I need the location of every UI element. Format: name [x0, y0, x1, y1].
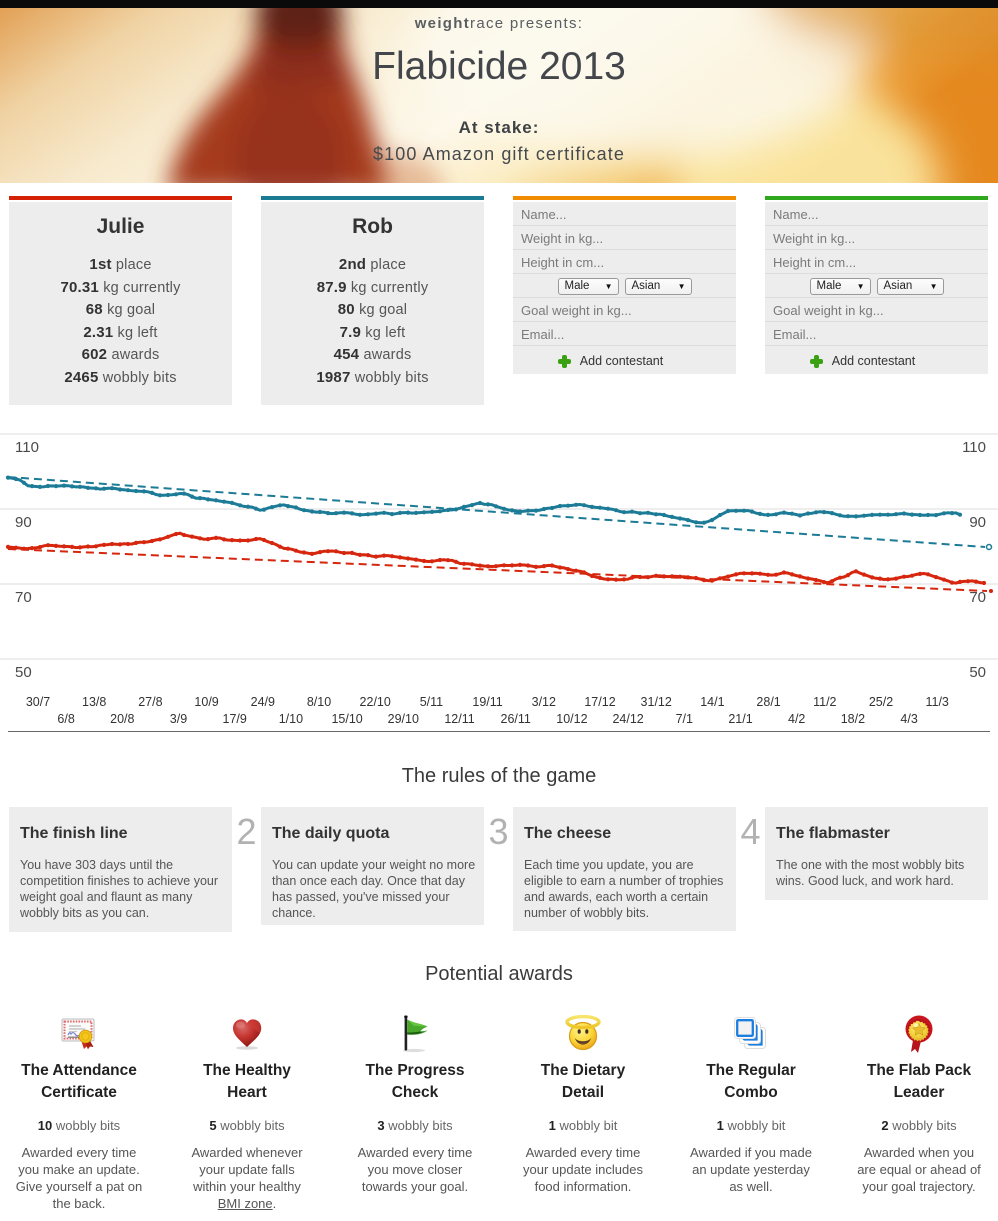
svg-text:29/10: 29/10: [388, 712, 419, 726]
svg-text:10/9: 10/9: [194, 695, 218, 709]
svg-text:30/7: 30/7: [26, 695, 50, 709]
svg-text:17/12: 17/12: [584, 695, 615, 709]
svg-text:5/11: 5/11: [420, 695, 443, 709]
svg-text:110: 110: [15, 439, 39, 456]
svg-text:3/12: 3/12: [532, 695, 556, 709]
svg-text:50: 50: [969, 664, 986, 681]
svg-text:13/8: 13/8: [82, 695, 106, 709]
svg-text:90: 90: [15, 514, 32, 531]
svg-text:50: 50: [15, 664, 32, 681]
svg-text:3/9: 3/9: [170, 712, 187, 726]
svg-text:18/2: 18/2: [841, 712, 865, 726]
svg-text:70: 70: [15, 589, 32, 606]
svg-text:24/12: 24/12: [612, 712, 643, 726]
svg-text:21/1: 21/1: [728, 712, 752, 726]
svg-text:90: 90: [969, 514, 986, 531]
svg-text:19/11: 19/11: [472, 695, 502, 709]
svg-text:4/2: 4/2: [788, 712, 805, 726]
svg-text:8/10: 8/10: [307, 695, 331, 709]
svg-text:20/8: 20/8: [110, 712, 134, 726]
svg-text:6/8: 6/8: [57, 712, 74, 726]
svg-text:4/3: 4/3: [900, 712, 917, 726]
svg-text:70: 70: [969, 589, 986, 606]
svg-text:12/11: 12/11: [444, 712, 474, 726]
svg-text:110: 110: [962, 439, 986, 456]
svg-text:17/9: 17/9: [223, 712, 247, 726]
svg-text:26/11: 26/11: [501, 712, 531, 726]
svg-text:1/10: 1/10: [279, 712, 303, 726]
svg-text:28/1: 28/1: [756, 695, 780, 709]
svg-text:25/2: 25/2: [869, 695, 893, 709]
svg-text:24/9: 24/9: [251, 695, 275, 709]
svg-text:7/1: 7/1: [676, 712, 693, 726]
svg-text:11/3: 11/3: [925, 695, 948, 709]
svg-text:10/12: 10/12: [556, 712, 587, 726]
svg-text:11/2: 11/2: [813, 695, 836, 709]
svg-text:31/12: 31/12: [641, 695, 672, 709]
svg-text:14/1: 14/1: [700, 695, 724, 709]
svg-text:22/10: 22/10: [360, 695, 391, 709]
svg-text:27/8: 27/8: [138, 695, 162, 709]
svg-text:15/10: 15/10: [331, 712, 362, 726]
